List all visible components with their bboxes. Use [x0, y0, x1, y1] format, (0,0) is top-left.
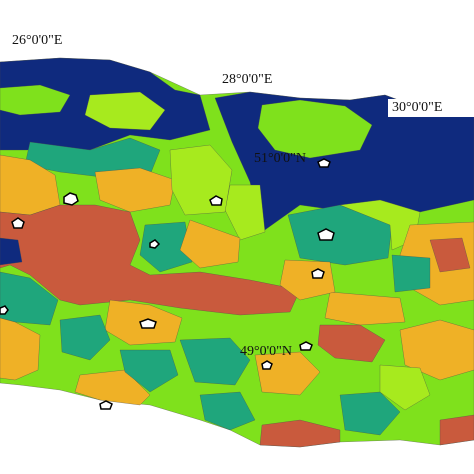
- region: [259, 419, 341, 448]
- region: [257, 99, 373, 159]
- region: [399, 319, 474, 381]
- town: [311, 268, 325, 279]
- region: [139, 221, 193, 273]
- region: [179, 219, 241, 269]
- region: [179, 337, 251, 386]
- town: [63, 192, 79, 206]
- label-background: [220, 71, 292, 89]
- region: [0, 84, 71, 116]
- region: [317, 324, 386, 363]
- region: [379, 364, 431, 411]
- region: [429, 237, 471, 273]
- town: [149, 239, 161, 249]
- region: [391, 254, 431, 293]
- region: [94, 167, 176, 213]
- region: [119, 349, 179, 393]
- label-background: [388, 99, 474, 117]
- town: [0, 305, 9, 315]
- region: [0, 237, 23, 266]
- region: [339, 391, 401, 436]
- town: [11, 217, 25, 229]
- regions: [0, 57, 474, 448]
- town: [317, 228, 335, 241]
- region: [0, 317, 41, 381]
- longitude-label: 30°0'0"E: [392, 100, 442, 115]
- region: [59, 314, 111, 361]
- region: [84, 91, 166, 131]
- latitude-label: 51°0'0"N: [254, 151, 306, 166]
- town: [299, 341, 313, 351]
- longitude-label: 26°0'0"E: [12, 33, 62, 48]
- region: [439, 414, 474, 446]
- town: [139, 318, 157, 329]
- region: [199, 391, 256, 431]
- longitude-label: 28°0'0"E: [222, 72, 272, 87]
- region: [0, 271, 59, 326]
- latitude-label: 49°0'0"N: [240, 344, 292, 359]
- town: [209, 195, 223, 206]
- town: [261, 360, 273, 370]
- region: [324, 291, 406, 326]
- town: [317, 158, 331, 168]
- town: [99, 400, 113, 410]
